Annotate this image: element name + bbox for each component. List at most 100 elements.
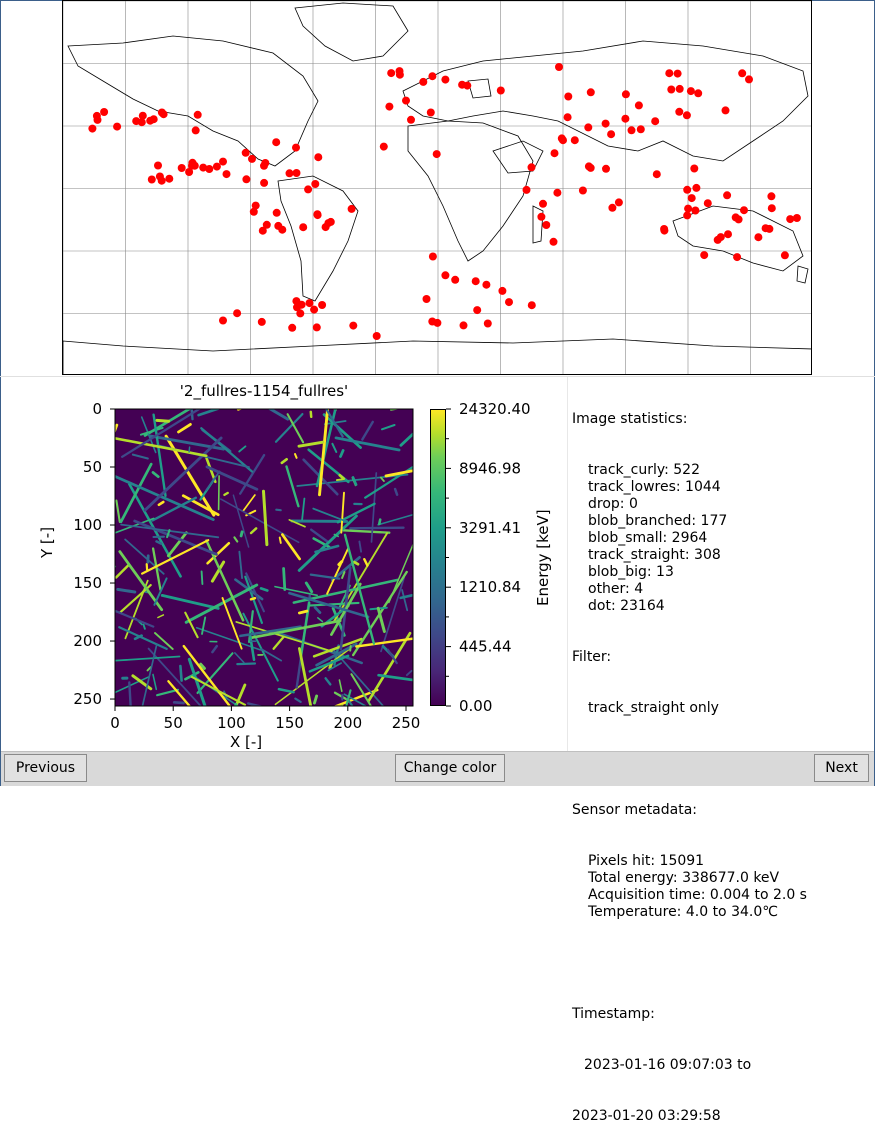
map-point: [687, 87, 695, 95]
track-segment: [116, 565, 129, 578]
map-point: [304, 185, 312, 193]
map-point: [675, 108, 683, 116]
map-point: [608, 204, 616, 212]
map-point: [219, 317, 227, 325]
map-point: [205, 165, 213, 173]
timestamp-start: 2023-01-16 09:07:03 to: [572, 1057, 868, 1074]
map-point: [433, 150, 441, 158]
map-point: [684, 205, 692, 213]
map-point: [786, 215, 794, 223]
map-point: [458, 81, 466, 89]
track-segment: [332, 444, 336, 452]
map-point: [260, 179, 268, 187]
y-axis-label: Y [-]: [38, 527, 56, 558]
filter-header: Filter:: [572, 649, 868, 666]
map-point: [314, 211, 322, 219]
map-point: [385, 103, 393, 111]
map-point: [724, 230, 732, 238]
map-point: [505, 298, 513, 306]
map-point: [564, 93, 572, 101]
map-point: [100, 108, 108, 116]
map-point: [288, 324, 296, 332]
map-point: [700, 251, 708, 259]
track-segment: [282, 459, 287, 463]
map-point: [88, 125, 96, 133]
map-point: [139, 112, 147, 120]
track-segment: [158, 615, 164, 618]
next-button[interactable]: Next: [814, 754, 869, 782]
track-segment: [341, 451, 344, 457]
map-point: [691, 207, 699, 215]
map-point: [497, 87, 505, 95]
map-point: [738, 69, 746, 77]
map-point: [433, 319, 441, 327]
track-segment: [243, 495, 255, 511]
map-point: [292, 144, 300, 152]
track-segment: [379, 675, 413, 688]
track-segment: [174, 702, 183, 703]
map-point: [311, 180, 319, 188]
map-point: [472, 277, 480, 285]
map-point: [722, 106, 730, 114]
timestamp-end: 2023-01-20 03:29:58: [572, 1108, 868, 1125]
map-point: [322, 223, 330, 231]
track-segment: [189, 447, 190, 452]
track-segment: [402, 590, 407, 610]
map-point: [189, 159, 197, 167]
track-segment: [234, 537, 237, 541]
map-point: [607, 130, 615, 138]
map-point: [296, 309, 304, 317]
track-segment: [154, 578, 166, 604]
track-segment: [235, 704, 236, 706]
track-segment: [389, 530, 413, 603]
map-point: [584, 123, 592, 131]
map-point: [528, 163, 536, 171]
map-point: [692, 184, 700, 192]
map-point: [740, 206, 748, 214]
map-point: [441, 271, 449, 279]
map-point: [571, 136, 579, 144]
colorbar: [430, 409, 446, 706]
map-point: [348, 205, 356, 213]
track-segment: [239, 446, 245, 451]
track-segment: [401, 595, 412, 598]
map-point: [676, 85, 684, 93]
track-segment: [235, 653, 244, 663]
map-point: [660, 225, 668, 233]
map-point: [694, 89, 702, 97]
map-point: [451, 276, 459, 284]
map-point: [242, 149, 250, 157]
track-segment: [280, 538, 281, 543]
map-point: [553, 189, 561, 197]
track-segment: [248, 703, 338, 706]
track-segment: [295, 699, 300, 702]
map-point: [286, 169, 294, 177]
map-point: [523, 186, 531, 194]
map-point: [263, 221, 271, 229]
track-segment: [116, 501, 119, 523]
world-map: [62, 0, 812, 375]
map-point: [318, 301, 326, 309]
track-segment: [365, 461, 413, 498]
map-point: [429, 253, 437, 261]
map-point: [690, 165, 698, 173]
track-segment: [162, 595, 218, 608]
map-point: [423, 295, 431, 303]
map-point: [683, 186, 691, 194]
track-segment: [284, 569, 285, 590]
sensor-header: Sensor metadata:: [572, 802, 868, 819]
track-segment: [237, 664, 255, 665]
map-point: [733, 253, 741, 261]
stats-header: Image statistics:: [572, 411, 868, 428]
track-segment: [336, 438, 399, 450]
track-segment: [279, 689, 294, 692]
stats-item: other: 4: [572, 581, 868, 598]
track-segment: [125, 581, 147, 639]
track-segment: [395, 489, 397, 495]
map-point: [313, 323, 321, 331]
change-color-button[interactable]: Change color: [395, 754, 505, 782]
map-point: [602, 120, 610, 128]
map-point: [132, 117, 140, 125]
previous-button[interactable]: Previous: [4, 754, 87, 782]
track-segment: [261, 588, 267, 590]
